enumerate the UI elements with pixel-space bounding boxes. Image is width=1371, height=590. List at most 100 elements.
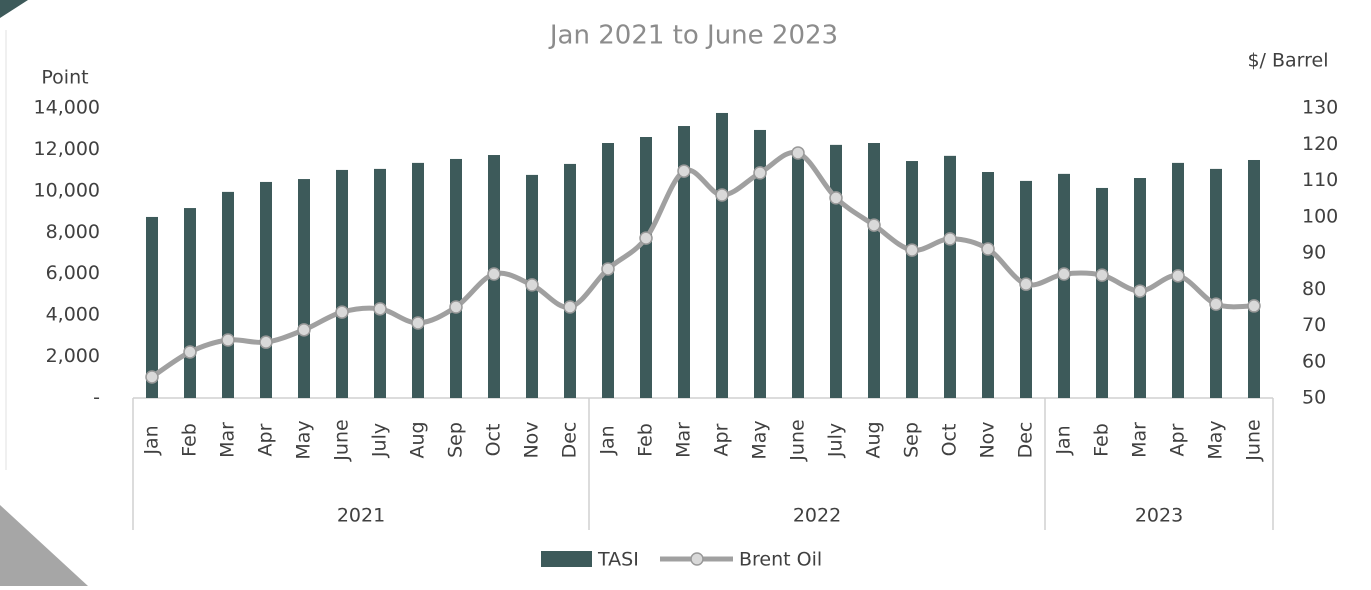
x-tick-label: Jan (597, 425, 619, 455)
bar (564, 163, 576, 398)
x-tick-label: June (1243, 419, 1265, 461)
bar (1096, 187, 1108, 398)
y-tick-label: 14,000 (34, 97, 100, 119)
line-marker (1209, 297, 1223, 311)
line-marker (715, 188, 729, 202)
bar (298, 179, 310, 398)
bar (412, 162, 424, 398)
x-tick-label: Aug (863, 421, 885, 458)
bar (146, 216, 158, 398)
legend-label: Brent Oil (739, 549, 822, 571)
line-marker (1247, 299, 1261, 313)
line-marker (829, 191, 843, 205)
bar (868, 143, 880, 398)
x-tick-label: Aug (407, 421, 429, 458)
x-tick-label: Nov (977, 421, 999, 458)
y-tick-label: 12,000 (34, 138, 100, 160)
corner-decoration (0, 505, 88, 586)
line-marker (1019, 277, 1033, 291)
legend-swatch (541, 551, 592, 567)
x-tick-label: May (293, 420, 315, 459)
x-tick-label: Sep (901, 422, 923, 458)
bar (374, 168, 386, 398)
y-tick-label: 8,000 (46, 221, 100, 243)
line-marker (373, 302, 387, 316)
line-marker (449, 300, 463, 314)
group-label: 2022 (793, 505, 841, 527)
x-tick-label: June (787, 419, 809, 461)
x-tick-label: Mar (1129, 422, 1151, 458)
y-tick-label: 2,000 (46, 345, 100, 367)
x-tick-label: Feb (179, 423, 201, 457)
bar (754, 129, 766, 398)
group-label: 2021 (337, 505, 385, 527)
bar (830, 144, 842, 398)
line-marker (297, 323, 311, 337)
line-marker (639, 231, 653, 245)
x-tick-label: Jan (1053, 425, 1075, 455)
legend-label: TASI (597, 549, 639, 571)
x-tick-label: Mar (673, 422, 695, 458)
y-tick-label: 10,000 (34, 179, 100, 201)
line-marker (525, 278, 539, 292)
bar (716, 112, 728, 398)
line-marker (1057, 267, 1071, 281)
line-marker (145, 370, 159, 384)
bar (640, 137, 652, 398)
line-marker (943, 232, 957, 246)
bar (982, 172, 994, 398)
bar (184, 208, 196, 398)
y2-tick-label: 90 (1302, 242, 1326, 264)
bar (944, 155, 956, 398)
bar (336, 169, 348, 398)
line-marker (677, 164, 691, 178)
x-tick-label: Apr (711, 423, 733, 456)
line-marker (411, 316, 425, 330)
x-tick-label: May (749, 420, 771, 459)
x-tick-label: Feb (1091, 423, 1113, 457)
line-marker (867, 218, 881, 232)
line (150, 149, 1255, 380)
line-marker (487, 267, 501, 281)
y-tick-label: 4,000 (46, 304, 100, 326)
line-marker (259, 335, 273, 349)
bar (1210, 168, 1222, 398)
x-tick-label: Oct (939, 424, 961, 457)
y-axis-label: Point (41, 67, 88, 89)
bar (1058, 173, 1070, 398)
x-tick-label: Mar (217, 422, 239, 458)
y2-tick-label: 60 (1302, 350, 1326, 372)
x-tick-label: July (825, 423, 847, 458)
y2-tick-label: 120 (1302, 133, 1338, 155)
line-marker (753, 166, 767, 180)
bar (792, 155, 804, 398)
x-tick-label: July (369, 423, 391, 458)
line-marker (981, 242, 995, 256)
y2-tick-label: 50 (1302, 387, 1326, 409)
y2-tick-label: 100 (1302, 205, 1338, 227)
line-marker (1171, 269, 1185, 283)
x-tick-label: May (1205, 420, 1227, 459)
line-marker (335, 305, 349, 319)
x-tick-label: Dec (559, 422, 581, 459)
x-tick-label: Oct (483, 424, 505, 457)
line-marker (183, 345, 197, 359)
x-tick-label: Feb (635, 423, 657, 457)
x-tick-label: Jan (141, 425, 163, 455)
y2-tick-label: 130 (1302, 97, 1338, 119)
bar (678, 126, 690, 399)
y-tick-label: - (93, 387, 100, 409)
line-marker (1095, 268, 1109, 282)
legend-swatch (690, 552, 704, 566)
line-marker (1133, 284, 1147, 298)
chart-title: Jan 2021 to June 2023 (548, 21, 838, 51)
bar (260, 181, 272, 398)
x-tick-label: June (331, 419, 353, 461)
y2-tick-label: 70 (1302, 314, 1326, 336)
y-tick-label: 6,000 (46, 262, 100, 284)
line-marker (791, 146, 805, 160)
group-label: 2023 (1135, 505, 1183, 527)
bar (1248, 159, 1260, 398)
corner-decoration (0, 0, 28, 18)
